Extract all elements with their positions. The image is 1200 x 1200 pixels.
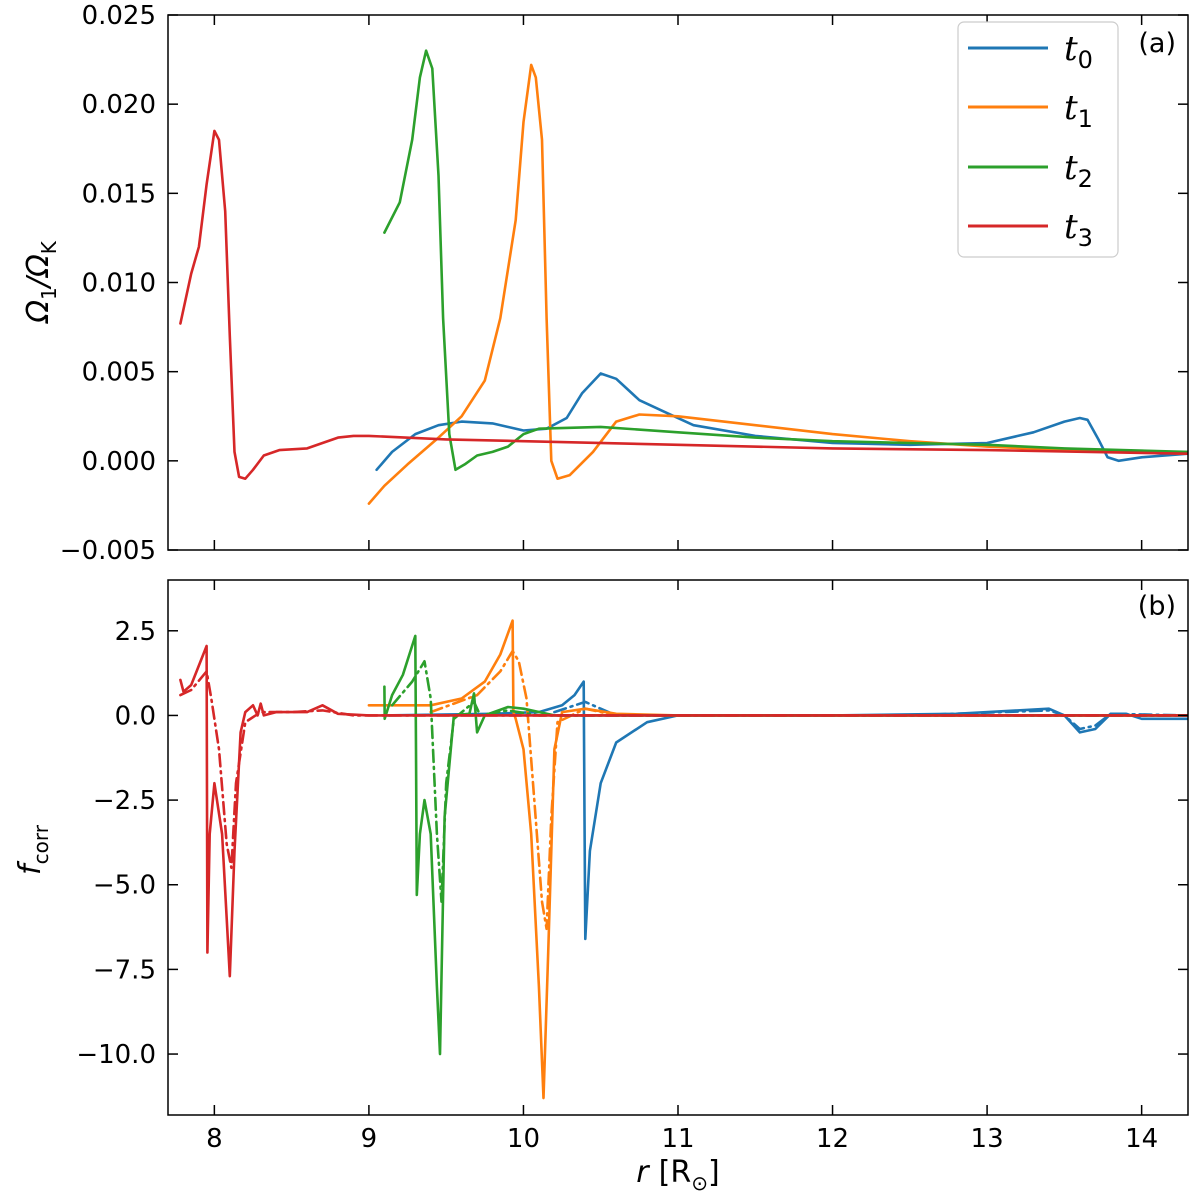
legend-label-t1: t1 xyxy=(1064,88,1093,133)
series-line-t1 xyxy=(367,619,1188,1100)
panel-b-label: (b) xyxy=(1138,591,1176,622)
y-tick-label: −2.5 xyxy=(93,786,156,816)
panel-a-ylabel: Ω1/ΩK xyxy=(21,240,61,325)
series-line-t2 xyxy=(383,634,1188,1056)
x-tick-label: 13 xyxy=(971,1124,1004,1154)
x-tick-label: 9 xyxy=(361,1124,378,1154)
y-tick-label: −10.0 xyxy=(76,1040,156,1070)
y-tick-label: 0.025 xyxy=(82,1,156,31)
y-tick-label: 0.0 xyxy=(115,701,156,731)
series-line-t2 xyxy=(383,49,1188,472)
x-tick-label: 12 xyxy=(816,1124,849,1154)
panel-b-ylabel: fcorr xyxy=(13,824,53,875)
series-line-t2-dashdot xyxy=(390,660,1188,903)
panel-a-series xyxy=(179,49,1188,505)
y-tick-label: −0.005 xyxy=(60,536,156,566)
panel-b-ticks: −10.0 −7.5 −5.0 −2.5 0.0 2.5 8 9 10 11 12 13 14 xyxy=(76,580,1188,1154)
x-tick-label: 14 xyxy=(1125,1124,1158,1154)
series-line-t0-dashdot xyxy=(553,700,1188,731)
panel-b: −10.0−7.5−5.0−2.50.02.58 9 10 11 12 13 14 (b) … xyxy=(13,579,1189,1195)
y-tick-label: 0.005 xyxy=(82,358,156,388)
panel-a-label: (a) xyxy=(1138,28,1176,59)
legend-label-t3: t3 xyxy=(1064,207,1093,252)
y-tick-label: 0.020 xyxy=(82,90,156,120)
legend: t0 t1 t2 t3 xyxy=(957,21,1119,258)
x-tick-label: 8 xyxy=(206,1124,223,1154)
series-line-t0 xyxy=(375,372,1188,472)
panel-a: −0.005 0.000 0.005 0.010 0.015 0.020 0.025 (a)… xyxy=(21,1,1189,566)
x-tick-label: 10 xyxy=(507,1124,540,1154)
x-tick-label: 11 xyxy=(661,1124,694,1154)
series-line-t0 xyxy=(383,680,1188,941)
y-tick-label: −5.0 xyxy=(93,871,156,901)
series-line-t3 xyxy=(179,129,1188,480)
series-line-t3 xyxy=(179,644,1188,978)
series-line-t1-dashdot xyxy=(429,649,1188,931)
x-axis-label: r [R⊙] xyxy=(636,1155,719,1195)
y-tick-label: −7.5 xyxy=(93,955,156,985)
y-tick-label: 0.000 xyxy=(82,447,156,477)
legend-label-t0: t0 xyxy=(1064,29,1093,74)
legend-label-t2: t2 xyxy=(1064,148,1093,193)
panel-a-ticks: −0.005 0.000 0.005 0.010 0.015 0.020 0.025 xyxy=(60,1,1188,566)
panel-b-frame xyxy=(167,579,1189,1116)
y-tick-label: 0.010 xyxy=(82,269,156,299)
series-line-t1 xyxy=(367,63,1188,505)
series-line-t3-dashdot xyxy=(179,670,1188,870)
y-tick-label: 0.015 xyxy=(82,179,156,209)
y-tick-label: 2.5 xyxy=(115,617,156,647)
panel-b-series xyxy=(179,619,1188,1100)
legend-box xyxy=(957,21,1119,258)
